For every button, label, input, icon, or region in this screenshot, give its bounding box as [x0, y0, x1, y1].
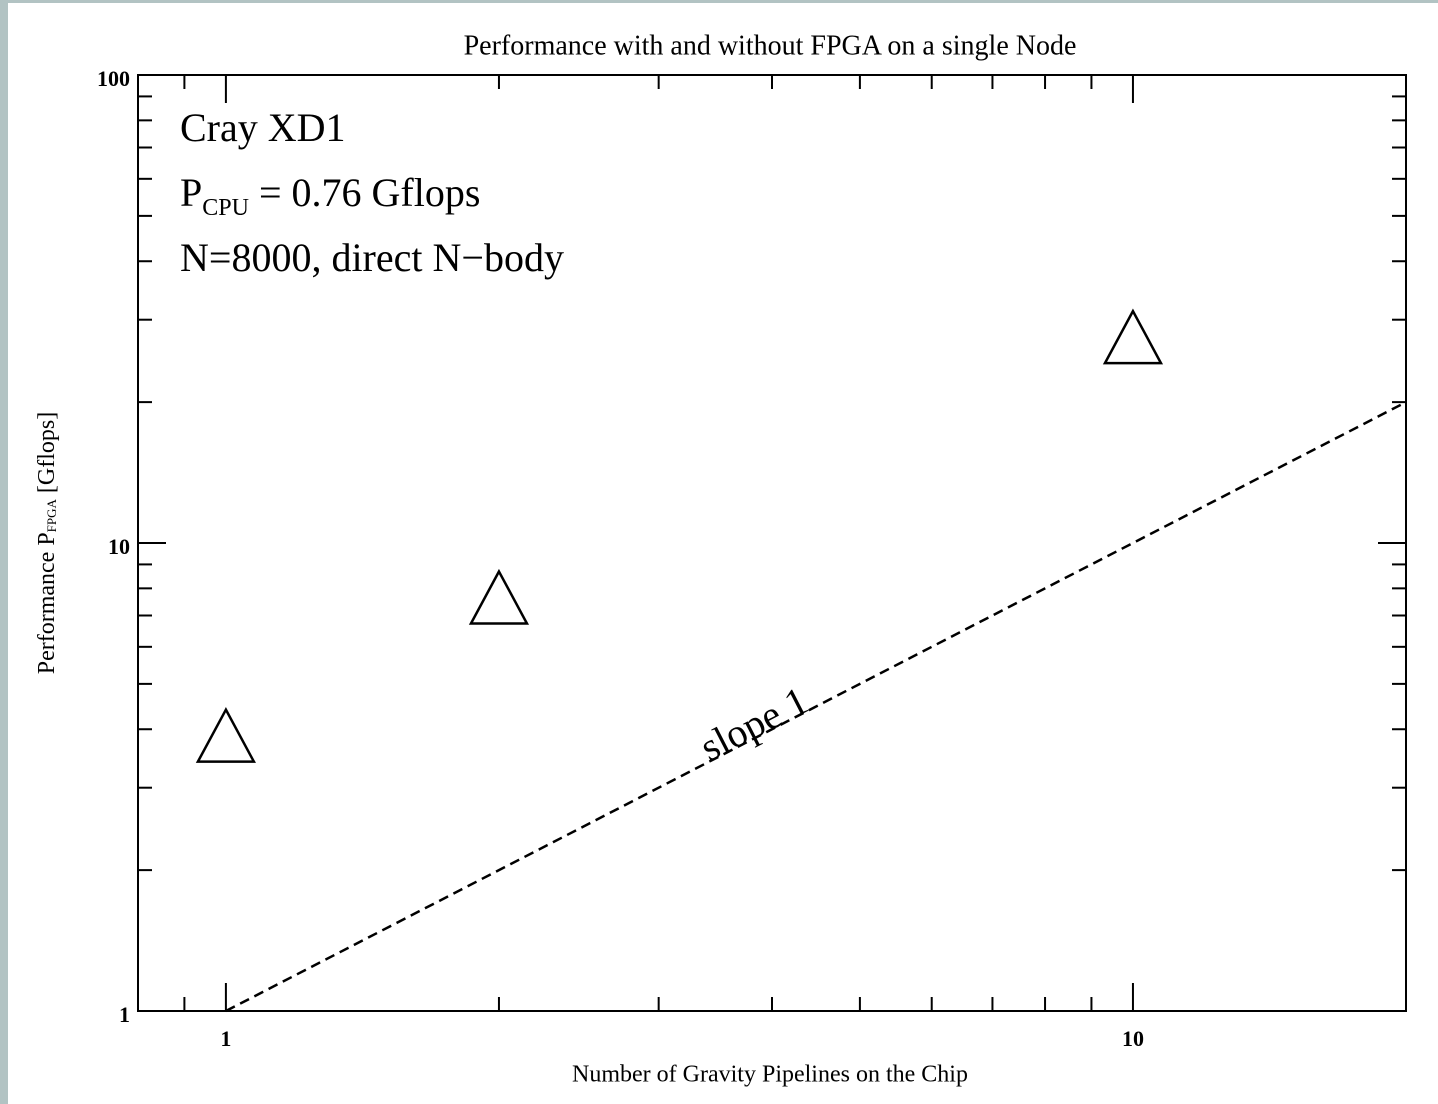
label-part: = 0.76 Gflops	[249, 170, 480, 215]
y-axis-label: Performance PFPGA [Gflops]	[34, 412, 60, 675]
x-tick-label: 10	[1122, 1026, 1144, 1051]
label-part: CPU	[202, 195, 249, 221]
reference-line	[225, 401, 1407, 1013]
x-tick-label: 1	[220, 1026, 231, 1051]
y-tick-label: 10	[108, 534, 130, 559]
background	[8, 3, 1438, 1104]
label-part: [Gflops]	[34, 412, 60, 499]
chart-title: Performance with and without FPGA on a s…	[464, 30, 1077, 61]
label-part: N=8000, direct N−body	[180, 235, 564, 280]
label-part: P	[180, 170, 202, 215]
y-tick-label: 1	[119, 1002, 130, 1027]
data-point	[1102, 308, 1164, 365]
label-part: FPGA	[44, 498, 59, 532]
y-tick-label: 100	[97, 66, 130, 91]
label-part: Cray XD1	[180, 105, 346, 150]
annotation: Cray XD1	[180, 105, 346, 150]
annotation: PCPU = 0.76 Gflops	[180, 170, 480, 220]
data-point	[468, 568, 530, 625]
data-point	[195, 707, 256, 763]
annotation: N=8000, direct N−body	[180, 235, 564, 280]
label-part: Performance P	[34, 532, 60, 674]
x-axis-label: Number of Gravity Pipelines on the Chip	[572, 1062, 968, 1088]
